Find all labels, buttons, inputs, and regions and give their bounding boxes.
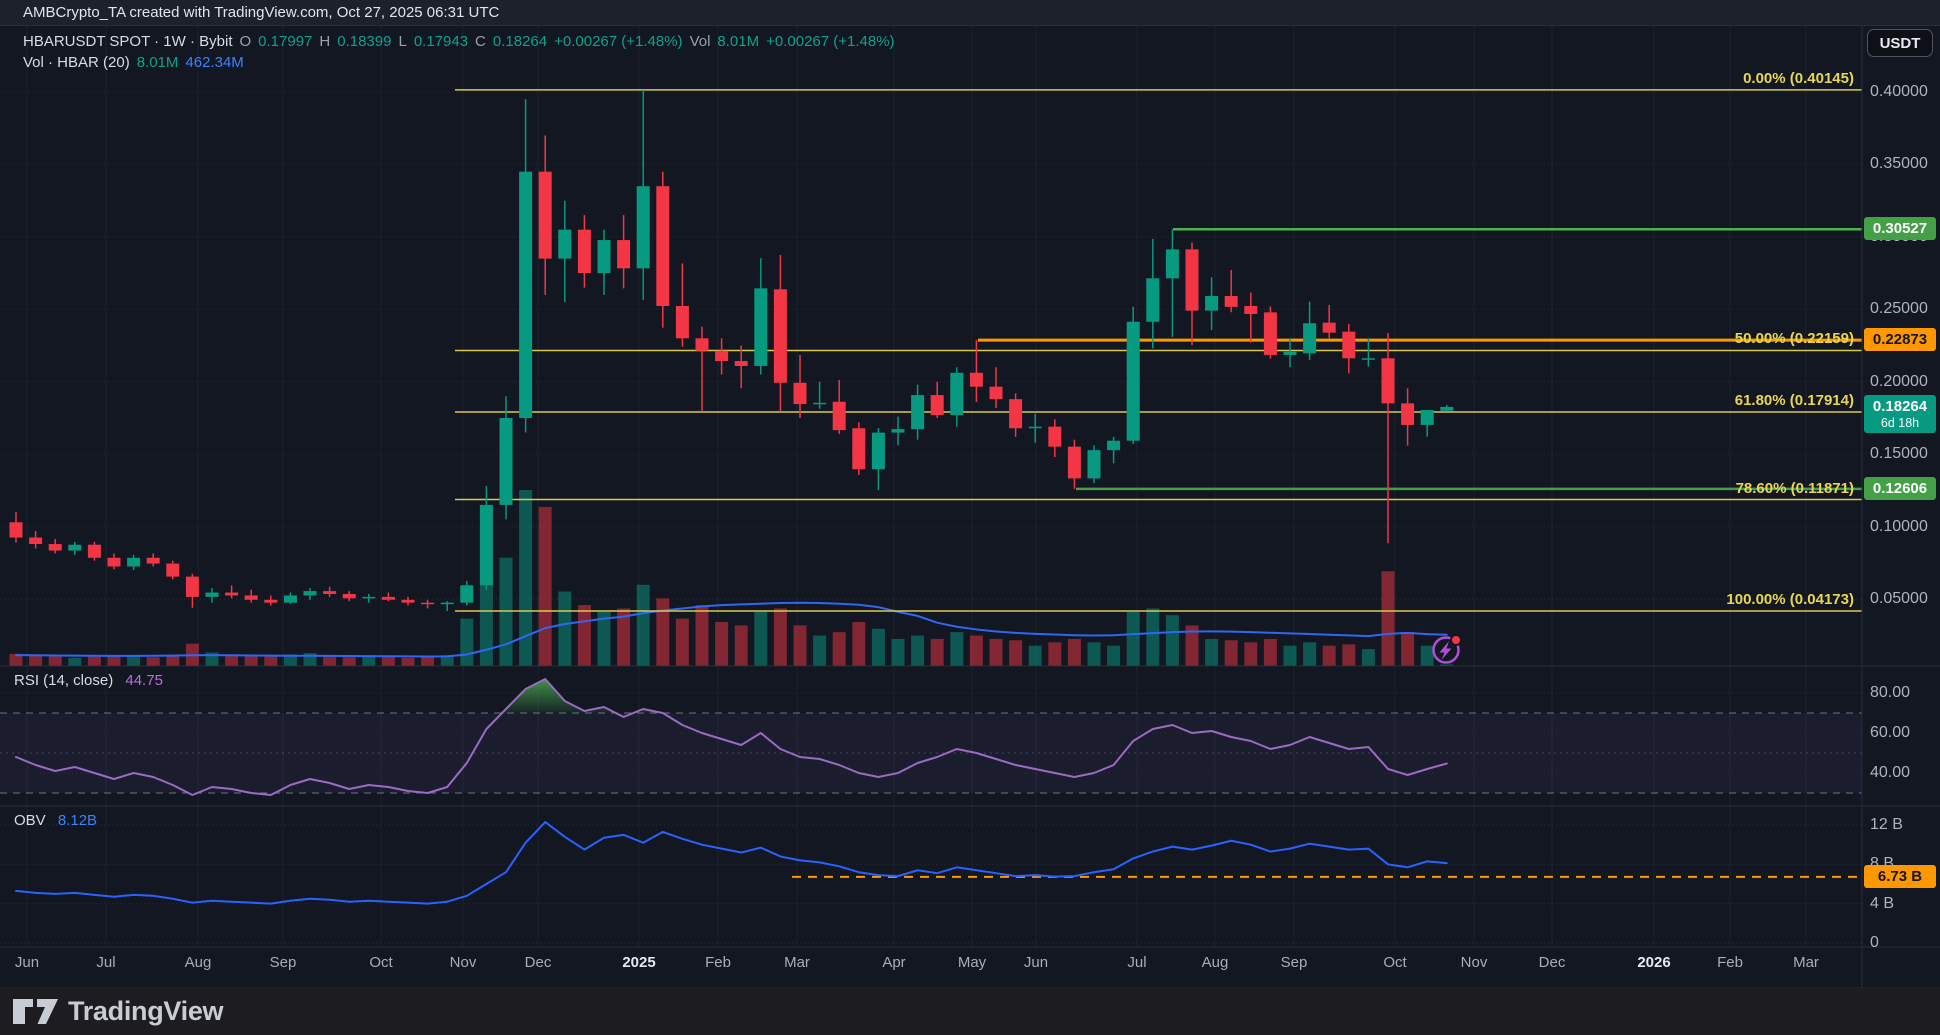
time-axis-month-label: Aug (184, 954, 212, 971)
price-axis-tick: 0.25000 (1870, 300, 1928, 318)
fib-level-label: 61.80% (0.17914) (1734, 391, 1854, 409)
time-axis-month-label: Apr (882, 954, 906, 971)
time-axis-month-label: Jun (14, 954, 40, 971)
bar-countdown: 6d 18h (1880, 415, 1920, 430)
price-axis-tick: 0.20000 (1870, 372, 1928, 390)
legend-segment: 462.34M (185, 54, 244, 71)
price-axis-tick: 0.40000 (1870, 83, 1928, 101)
legend-segment: Vol · HBAR (20) (23, 54, 130, 71)
time-axis-year-label: 2026 (1637, 954, 1671, 971)
attribution-text: AMBCrypto_TA created with TradingView.co… (23, 4, 500, 21)
lightning-reaction-icon (1432, 634, 1462, 664)
symbol-legend-row-main: HBARUSDT SPOT · 1W · Bybit O 0.17997 H 0.183… (23, 31, 902, 52)
obv-axis-tick: 0 (1870, 934, 1879, 951)
footer-bar: TradingView (0, 988, 1940, 1035)
rsi-axis-tick: 40.00 (1870, 764, 1911, 781)
legend-segment: C (475, 33, 486, 50)
obv-pane-legend: OBV 8.12B (14, 812, 97, 829)
attribution-bar: AMBCrypto_TA created with TradingView.co… (0, 0, 1940, 26)
price-ray-badge: 0.30527 (1864, 217, 1936, 241)
legend-segment: H (319, 33, 331, 50)
legend-segment: Vol (689, 33, 711, 50)
fib-level-label: 50.00% (0.22159) (1734, 330, 1854, 348)
legend-segment: O (239, 33, 252, 50)
time-axis-month-label: Sep (269, 954, 297, 971)
time-axis-month-label: Jul (96, 954, 116, 971)
legend-segment: 8.01M (136, 54, 179, 71)
time-axis-month-label: Nov (449, 954, 477, 971)
rsi-axis-tick: 80.00 (1870, 684, 1911, 701)
time-axis-month-label: Aug (1201, 954, 1229, 971)
legend-segment: 0.18399 (337, 33, 392, 50)
price-axis-tick: 0.35000 (1870, 155, 1928, 173)
time-axis-month-label: Feb (1717, 954, 1743, 971)
tradingview-logo-icon[interactable] (13, 998, 59, 1025)
time-axis-month-label: Oct (1383, 954, 1407, 971)
obv-axis-tick: 4 B (1870, 894, 1895, 912)
obv-layer (15, 821, 1862, 905)
time-axis-month-label: Mar (1793, 954, 1819, 971)
fib-retracement-lines (455, 89, 1862, 612)
candles-layer (9, 89, 1454, 612)
last-price-value: 0.18264 (1872, 397, 1928, 415)
price-axis-tick: 0.15000 (1870, 445, 1928, 463)
price-axis-tick: 0.10000 (1870, 517, 1928, 535)
horizontal-ray-lines (978, 228, 1862, 491)
legend-segment: +0.00267 (+1.48%) (766, 33, 895, 50)
rsi-pane-legend: RSI (14, close) 44.75 (14, 672, 163, 689)
legend-segment: +0.00267 (+1.48%) (554, 33, 683, 50)
fib-level-label: 78.60% (0.11871) (1735, 479, 1854, 497)
last-price-badge: 0.18264 6d 18h (1864, 394, 1936, 433)
time-axis-month-label: Mar (784, 954, 810, 971)
time-axis-month-label: Jul (1127, 954, 1147, 971)
time-axis-month-label: Sep (1280, 954, 1308, 971)
legend-segment: 0.17997 (258, 33, 313, 50)
obv-level-badge: 6.73 B (1864, 864, 1936, 888)
time-axis-month-label: Dec (524, 954, 552, 971)
grid-layer (0, 25, 1862, 947)
time-axis-month-label: Jun (1023, 954, 1049, 971)
legend-segment: 8.01M (717, 33, 760, 50)
obv-axis-tick: 12 B (1870, 816, 1903, 833)
legend-segment: L (398, 33, 407, 50)
fib-level-label: 100.00% (0.04173) (1726, 591, 1854, 609)
volume-ma-line (15, 601, 1448, 658)
rsi-layer (0, 678, 1862, 796)
time-axis-month-label: Nov (1460, 954, 1488, 971)
price-ray-badge: 0.12606 (1864, 476, 1936, 500)
volume-bars-layer (9, 489, 1454, 666)
time-axis-month-label: Feb (705, 954, 731, 971)
time-axis-month-label: May (957, 954, 987, 971)
price-axis-tick: 0.05000 (1870, 590, 1928, 608)
obv-value: 8.12B (57, 812, 98, 829)
time-axis-month-label: Oct (369, 954, 393, 971)
obv-title: OBV (14, 812, 46, 829)
legend-segment: 0.17943 (413, 33, 469, 50)
symbol-legend-row-volume: Vol · HBAR (20) 8.01M 462.34M (23, 52, 902, 73)
fib-level-label: 0.00% (0.40145) (1743, 69, 1854, 87)
tradingview-wordmark[interactable]: TradingView (68, 996, 224, 1026)
time-axis-month-label: Dec (1538, 954, 1566, 971)
legend-segment: 0.18264 (492, 33, 548, 50)
symbol-legend: HBARUSDT SPOT · 1W · Bybit O 0.17997 H 0.183… (23, 31, 902, 73)
time-axis-year-label: 2025 (622, 954, 656, 971)
legend-segment: HBARUSDT SPOT · 1W · Bybit (23, 33, 233, 50)
pane-separators (0, 25, 1940, 989)
rsi-value: 44.75 (125, 672, 163, 689)
price-ray-badge: 0.22873 (1864, 328, 1936, 352)
rsi-title: RSI (14, close) (14, 672, 114, 689)
rsi-axis-tick: 60.00 (1870, 724, 1911, 741)
currency-toggle-button[interactable]: USDT (1867, 29, 1933, 57)
